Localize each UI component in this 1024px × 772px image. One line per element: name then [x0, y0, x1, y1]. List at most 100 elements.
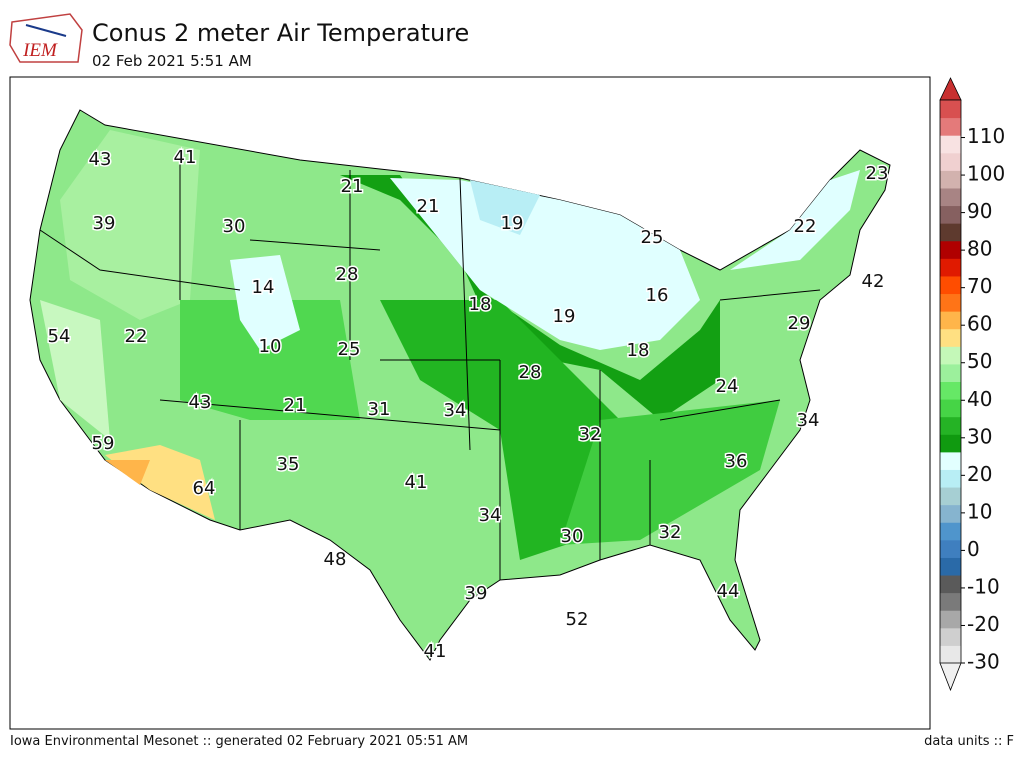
station-value: 41 — [405, 472, 428, 493]
footer-right: data units :: F — [924, 734, 1014, 749]
colorbar-bin — [940, 504, 961, 523]
station-value: 44 — [717, 581, 740, 602]
colorbar-bin — [940, 311, 961, 330]
colorbar-tick-label: 50 — [967, 349, 992, 373]
temp-area — [60, 130, 200, 320]
colorbar-bin — [940, 416, 961, 435]
colorbar-bin — [940, 399, 961, 418]
logo-line — [25, 24, 67, 37]
temp-area — [390, 178, 700, 350]
colorbar-tick-label: 30 — [967, 424, 992, 448]
colorbar-tick-label: 10 — [967, 499, 992, 523]
station-value: 19 — [553, 306, 576, 327]
station-value: 64 — [193, 478, 216, 499]
station-labels: 43 41 21 21 23 39 30 19 25 22 14 28 18 19 16 42 54 22 10 25… — [46, 146, 890, 664]
station-value: 19 — [501, 213, 524, 234]
station-value: 52 — [566, 609, 589, 630]
station-value: 43 — [189, 392, 212, 413]
station-value: 36 — [725, 451, 748, 472]
station-value: 34 — [444, 400, 467, 421]
temp-area — [230, 255, 300, 350]
colorbar-bin — [940, 170, 961, 189]
colorbar: -30 -20 -10 0 10 20 30 40 50 60 70 80 90 100 110 — [939, 77, 1005, 692]
station-value: 30 — [561, 526, 584, 547]
colorbar-bin — [940, 187, 961, 207]
temp-area — [560, 400, 780, 545]
colorbar-bin — [940, 240, 961, 259]
colorbar-frame — [939, 99, 962, 664]
colorbar-bin — [940, 610, 961, 629]
colorbar-bin — [940, 117, 961, 136]
colorbar-bin — [940, 381, 961, 400]
colorbar-tick-label: -30 — [967, 650, 1000, 674]
colorbar-bin — [940, 539, 961, 558]
station-value: 54 — [48, 326, 71, 347]
colorbar-bin — [940, 592, 961, 611]
station-value: 24 — [716, 376, 739, 397]
station-value: 23 — [866, 163, 889, 184]
station-value: 30 — [223, 216, 246, 237]
colorbar-bin — [940, 293, 961, 312]
colorbar-tick-label: 40 — [967, 387, 992, 411]
colorbar-bin — [940, 258, 961, 277]
colorbar-bin — [940, 346, 961, 365]
colorbar-tick-label: -10 — [967, 574, 1000, 598]
map — [9, 76, 931, 730]
colorbar-tick-label: 110 — [967, 124, 1005, 148]
colorbar-tick-label: -20 — [967, 612, 1000, 636]
colorbar-tick-label: 100 — [967, 162, 1005, 186]
station-value: 18 — [627, 340, 650, 361]
station-value: 29 — [788, 313, 811, 334]
station-value: 35 — [277, 454, 300, 475]
colorbar-bin — [940, 645, 961, 664]
colorbar-bin — [940, 152, 961, 171]
logo: IEM — [9, 13, 83, 63]
station-value: 16 — [646, 285, 669, 306]
colorbar-bin — [940, 135, 961, 154]
colorbar-bin — [940, 469, 961, 488]
temp-area — [730, 170, 860, 270]
station-value: 39 — [465, 583, 488, 604]
station-value: 34 — [797, 410, 820, 431]
state-borders — [39, 160, 821, 580]
colorbar-tick-label: 90 — [967, 199, 992, 223]
colorbar-bin — [940, 100, 961, 119]
station-value: 22 — [794, 216, 817, 237]
logo-text: IEM — [22, 40, 58, 61]
station-value: 48 — [324, 549, 347, 570]
colorbar-bin — [940, 434, 961, 453]
station-value: 59 — [92, 433, 115, 454]
station-value: 25 — [641, 227, 664, 248]
temp-area — [105, 460, 150, 485]
station-value: 41 — [174, 147, 197, 168]
colorbar-tick-label: 70 — [967, 274, 992, 298]
colorbar-tick-label: 80 — [967, 237, 992, 261]
station-value: 39 — [93, 213, 116, 234]
station-value: 21 — [341, 176, 364, 197]
title: Conus 2 meter Air Temperature — [92, 19, 469, 47]
station-value: 18 — [469, 294, 492, 315]
colorbar-tick-label: 0 — [967, 537, 980, 561]
footer-left: Iowa Environmental Mesonet :: generated … — [10, 734, 468, 749]
colorbar-bin — [940, 328, 961, 347]
colorbar-bin — [940, 487, 961, 506]
colorbar-bin — [940, 205, 961, 224]
station-value: 41 — [424, 641, 447, 662]
station-value: 22 — [125, 326, 148, 347]
colorbar-bin — [940, 522, 961, 541]
station-value: 28 — [336, 264, 359, 285]
colorbar-bin — [940, 451, 961, 470]
colorbar-bin — [940, 363, 961, 382]
station-value: 32 — [579, 424, 602, 445]
colorbar-bin — [940, 627, 961, 646]
colorbar-tick-label: 60 — [967, 312, 992, 336]
temp-area — [470, 180, 540, 235]
colorbar-bin — [940, 557, 961, 576]
colorbar-bin — [940, 575, 961, 594]
station-value: 28 — [519, 362, 542, 383]
subtitle: 02 Feb 2021 5:51 AM — [92, 52, 252, 70]
station-value: 32 — [659, 522, 682, 543]
colorbar-tick-label: 20 — [967, 462, 992, 486]
station-value: 14 — [252, 277, 275, 298]
